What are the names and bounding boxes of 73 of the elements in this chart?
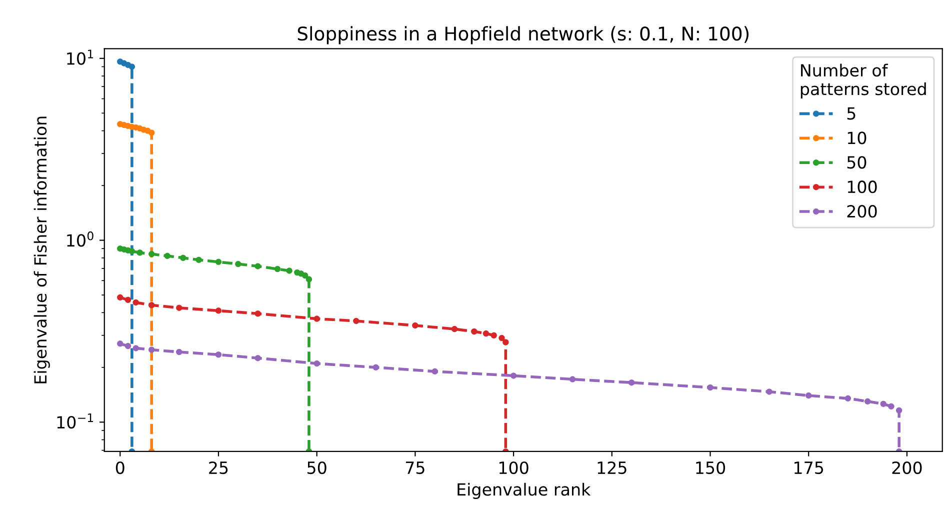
x-tick-label: 200 bbox=[892, 461, 922, 474]
point bbox=[124, 342, 132, 350]
point bbox=[707, 384, 714, 391]
x-tick-label: 50 bbox=[308, 461, 326, 474]
x-tick-label: 150 bbox=[696, 461, 726, 474]
x-tick-label: 125 bbox=[598, 461, 626, 474]
legend-label: 200 bbox=[847, 205, 877, 218]
x-tick-label: 25 bbox=[209, 461, 228, 474]
x-tick-label: 0 bbox=[116, 461, 124, 474]
point bbox=[117, 294, 124, 301]
point bbox=[490, 332, 497, 338]
x-tick-label: 75 bbox=[406, 462, 424, 474]
y-tick-label: 10$^{1}$ bbox=[67, 50, 94, 65]
point bbox=[286, 268, 292, 274]
point bbox=[148, 346, 155, 353]
point bbox=[148, 130, 155, 136]
point bbox=[471, 328, 478, 335]
point bbox=[176, 304, 182, 311]
y-axis-title: Eigenvalue of Fisher information bbox=[34, 116, 50, 384]
point bbox=[482, 330, 490, 337]
point bbox=[314, 316, 320, 322]
point bbox=[628, 379, 635, 386]
point bbox=[896, 407, 902, 414]
point bbox=[864, 398, 871, 405]
point bbox=[176, 348, 182, 356]
point bbox=[306, 276, 312, 282]
point bbox=[314, 360, 320, 367]
legend-label: 100 bbox=[848, 180, 877, 194]
point bbox=[569, 376, 576, 382]
point bbox=[136, 250, 143, 256]
point bbox=[215, 352, 222, 358]
point bbox=[372, 364, 379, 371]
point bbox=[510, 372, 517, 379]
point bbox=[148, 250, 155, 258]
x-tick-label: 175 bbox=[794, 462, 824, 474]
point bbox=[128, 248, 136, 254]
point bbox=[148, 302, 155, 308]
point bbox=[180, 254, 186, 262]
point bbox=[235, 260, 242, 268]
legend-title: Number of patterns stored bbox=[800, 64, 926, 99]
legend-label: 5 bbox=[847, 107, 856, 120]
y-tick-label: 10$^{−1}$ bbox=[57, 413, 93, 429]
point bbox=[132, 345, 139, 352]
point bbox=[353, 318, 360, 324]
point bbox=[215, 308, 222, 314]
x-axis-title: Eigenvalue rank bbox=[458, 482, 591, 499]
y-tick-label: 10$^{0}$ bbox=[67, 231, 94, 247]
point bbox=[274, 266, 281, 272]
point bbox=[117, 340, 124, 347]
point bbox=[164, 252, 170, 260]
legend-label: 10 bbox=[848, 132, 866, 144]
x-tick-label: 100 bbox=[499, 461, 528, 474]
point bbox=[124, 296, 132, 304]
point bbox=[215, 258, 222, 266]
point bbox=[128, 64, 136, 70]
point bbox=[132, 299, 139, 306]
point bbox=[502, 339, 509, 346]
point bbox=[766, 388, 772, 395]
point bbox=[254, 354, 261, 362]
chart-title: Sloppiness in a Hopfield network (s: 0.1, N: 100) bbox=[298, 26, 749, 44]
point bbox=[196, 256, 202, 264]
point bbox=[888, 403, 894, 410]
point bbox=[498, 334, 505, 342]
point bbox=[805, 392, 812, 399]
point bbox=[254, 263, 261, 270]
point bbox=[844, 395, 852, 402]
point bbox=[302, 272, 308, 279]
legend-label: 50 bbox=[847, 156, 866, 169]
point bbox=[880, 400, 886, 407]
point bbox=[451, 326, 458, 332]
point bbox=[412, 322, 418, 329]
point bbox=[254, 310, 261, 317]
point bbox=[432, 368, 438, 375]
